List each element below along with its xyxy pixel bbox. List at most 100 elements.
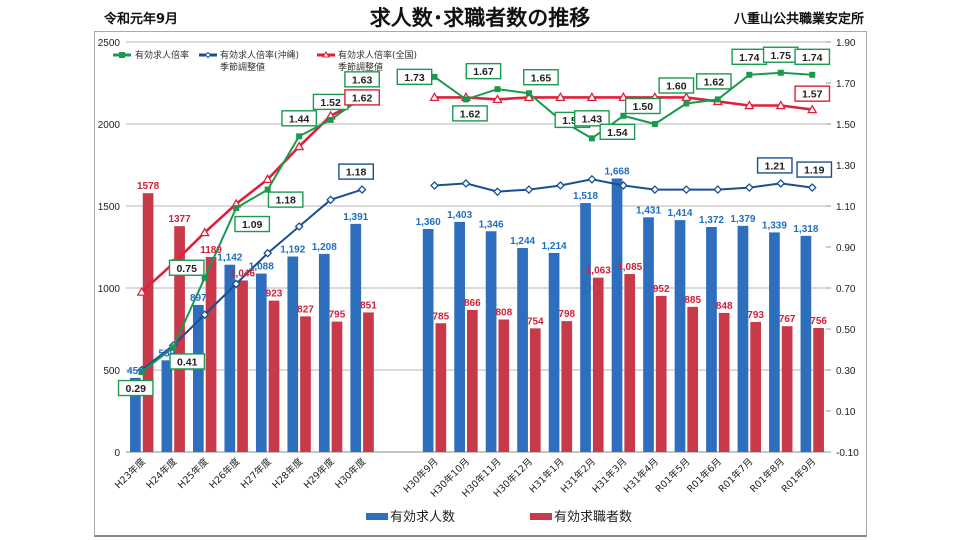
legend-okinawa-sub: 季節調整値 — [220, 61, 265, 73]
bar-label-job-openings: 1,142 — [217, 253, 242, 264]
national-point — [429, 92, 440, 101]
bar-job-seekers — [592, 277, 604, 452]
category-label: H27年度 — [238, 455, 274, 491]
bar-label-job-openings: 1,518 — [573, 191, 598, 202]
okinawa-label-box — [796, 161, 833, 178]
bar-label-job-openings: 452 — [127, 366, 144, 377]
bar-job-openings — [350, 223, 362, 452]
ratio-label: 1.54 — [607, 127, 628, 139]
bar-label-job-seekers: 1578 — [137, 181, 160, 192]
ratio-label: 1.43 — [582, 113, 603, 125]
chart-frame — [94, 31, 867, 537]
ratio-point — [651, 121, 658, 127]
bar-job-openings — [161, 360, 173, 452]
ratio-label: 1.50 — [633, 101, 654, 113]
ratio-label: 1.52 — [320, 97, 341, 109]
bar-label-job-seekers: 1,063 — [586, 266, 611, 277]
bar-job-openings — [454, 221, 465, 452]
ratio-point — [809, 71, 816, 78]
category-label: H30年度 — [333, 455, 369, 491]
bar-label-job-seekers: 793 — [747, 310, 764, 321]
national-label-box — [344, 89, 380, 106]
okinawa-point — [461, 179, 471, 188]
right-axis-tick: 0.10 — [836, 407, 856, 418]
bar-label-job-openings: 897 — [190, 293, 207, 304]
bar-job-seekers — [750, 321, 762, 452]
ratio-legend-marker — [119, 52, 125, 58]
bar-job-openings — [192, 304, 204, 452]
category-label: H26年度 — [207, 455, 243, 491]
ratio-point — [620, 112, 627, 119]
ratio-label: 1.44 — [289, 113, 310, 125]
bar-label-job-openings: 1,214 — [542, 241, 567, 252]
bar-job-openings — [800, 235, 812, 452]
ratio-point — [296, 133, 303, 140]
okinawa-point — [587, 174, 597, 184]
okinawa-point — [357, 185, 367, 195]
bar-label-job-openings: 1,346 — [479, 219, 504, 230]
ratio-label: 1.63 — [352, 74, 373, 86]
bar-label-job-seekers: 1,085 — [617, 262, 642, 273]
bar-label-job-seekers: 756 — [810, 316, 827, 327]
bar-label-job-seekers: 754 — [527, 316, 544, 327]
left-axis-tick: 1500 — [98, 202, 121, 213]
ratio-label-box — [599, 123, 636, 141]
bar-job-openings — [769, 232, 780, 452]
bar-job-seekers — [268, 300, 280, 452]
right-axis-tick: 1.10 — [836, 202, 856, 213]
legend-ratio: 有効求人倍率 — [135, 49, 189, 61]
bar-job-seekers — [237, 280, 248, 452]
okinawa-point — [713, 185, 723, 195]
bar-label-job-openings: 1,208 — [312, 242, 337, 253]
bar-label-job-seekers: 1,046 — [230, 268, 255, 279]
bar-job-seekers — [718, 312, 730, 452]
category-label: H24年度 — [144, 455, 180, 491]
ratio-label-box — [695, 73, 732, 90]
national-point — [775, 100, 786, 110]
ratio-point — [327, 116, 334, 123]
bar-job-seekers — [142, 193, 154, 452]
ratio-label: 1.60 — [666, 81, 687, 93]
bar-job-openings — [674, 220, 686, 452]
bar-label-job-seekers: 808 — [495, 307, 512, 318]
bar-job-openings — [580, 203, 591, 452]
ratio-label-box — [452, 105, 488, 122]
ratio-label-box — [168, 259, 205, 276]
bar-label-job-openings: 1,339 — [762, 220, 787, 231]
bar-job-seekers — [655, 295, 667, 452]
ratio-point — [777, 69, 784, 76]
ratio-label: 1.74 — [802, 52, 823, 64]
bar-job-openings — [517, 247, 528, 452]
ratio-label: 1.73 — [404, 72, 425, 84]
right-axis-tick: 0.30 — [836, 366, 856, 377]
chart-title: 求人数･求職者数の推移 — [369, 6, 591, 30]
bar-job-seekers — [687, 306, 699, 452]
bar-job-openings — [611, 178, 623, 452]
bar-job-seekers — [781, 326, 793, 452]
right-axis-tick: 1.50 — [836, 120, 856, 131]
bar-job-openings — [485, 231, 497, 452]
left-axis-tick: 500 — [103, 366, 120, 377]
okinawa-point — [556, 181, 565, 190]
ratio-point — [264, 186, 271, 193]
right-axis-tick: 1.30 — [836, 161, 856, 172]
bar-label-job-seekers: 827 — [297, 304, 314, 315]
legend-national: 有効求人倍率(全国) — [338, 49, 417, 61]
ratio-label-box — [794, 48, 831, 65]
right-axis-tick: -0.10 — [836, 448, 859, 459]
okinawa-line — [141, 188, 363, 371]
ratio-point — [462, 96, 469, 103]
bar-job-seekers — [205, 257, 217, 452]
bar-label-job-openings: 1,244 — [510, 236, 535, 247]
ratio-label-box — [117, 379, 154, 397]
bar-label-job-seekers: 785 — [433, 311, 450, 322]
category-label: H29年度 — [301, 455, 337, 491]
ratio-label: 1.18 — [275, 195, 296, 207]
ratio-label-box — [234, 215, 271, 233]
bar-label-job-seekers: 798 — [558, 309, 575, 320]
right-axis-tick: 1.70 — [836, 79, 856, 90]
left-axis-tick: 1000 — [98, 284, 121, 295]
legend-national-sub: 季節調整値 — [338, 61, 383, 73]
ratio-label: 1.67 — [473, 66, 494, 78]
okinawa-point — [263, 248, 273, 258]
